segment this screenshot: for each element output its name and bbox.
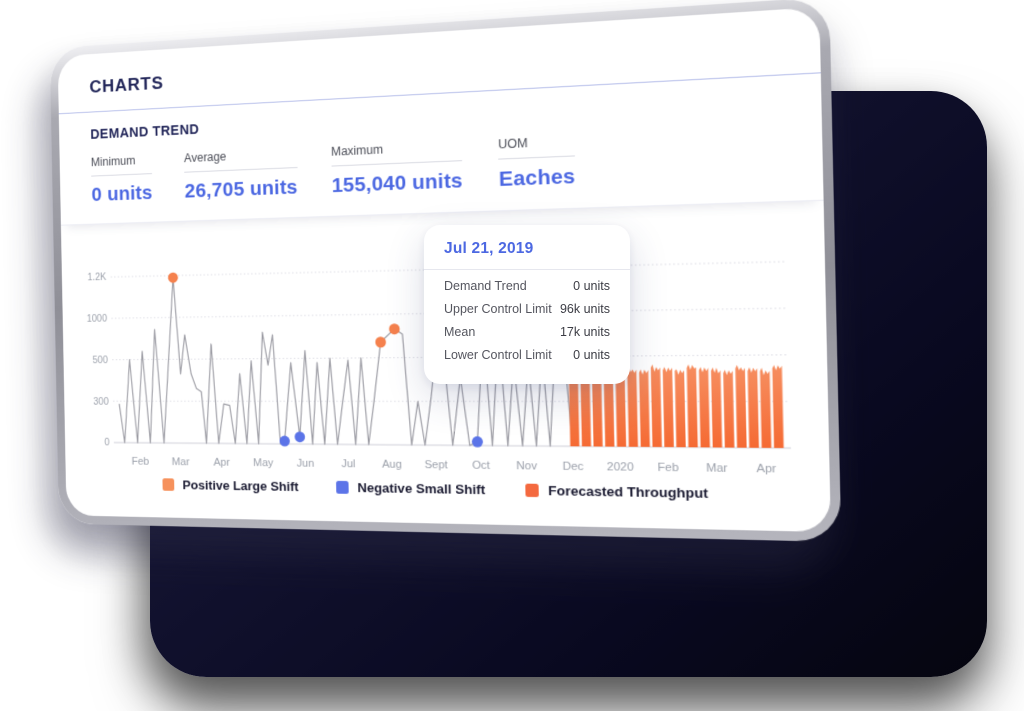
stat-value: 155,040 units xyxy=(331,169,463,198)
svg-text:1.2K: 1.2K xyxy=(87,273,106,284)
chart-tooltip: Jul 21, 2019 Demand Trend 0 units Upper … xyxy=(424,225,630,384)
forecasted-throughput-swatch-icon xyxy=(525,483,539,498)
svg-text:Aug: Aug xyxy=(382,458,402,471)
stat-value: 0 units xyxy=(91,181,153,206)
stat-average: Average 26,705 units xyxy=(183,146,298,203)
svg-text:2020: 2020 xyxy=(607,461,634,474)
svg-text:Dec: Dec xyxy=(562,460,584,473)
legend-label: Forecasted Throughput xyxy=(547,482,709,502)
tooltip-date: Jul 21, 2019 xyxy=(444,240,534,257)
stat-label: Average xyxy=(183,146,298,173)
stat-maximum: Maximum 155,040 units xyxy=(330,138,463,198)
legend-item-negative-small-shift[interactable]: Negative Small Shift xyxy=(336,480,485,497)
tooltip-value: 96k units xyxy=(559,302,610,316)
demand-trend-chart[interactable]: 1.2K 1000 500 300 0 Feb Mar Apr May Jun Jul Aug Sept… xyxy=(77,213,817,483)
svg-text:300: 300 xyxy=(93,397,109,408)
tooltip-row-lower-control-limit: Lower Control Limit 0 units xyxy=(444,348,610,362)
tooltip-label: Upper Control Limit xyxy=(444,302,552,316)
device-frame: CHARTS DEMAND TREND Minimum 0 units Aver… xyxy=(49,0,842,543)
stat-value: Eaches xyxy=(498,164,576,192)
stat-minimum: Minimum 0 units xyxy=(90,153,153,207)
svg-text:Apr: Apr xyxy=(756,462,776,476)
svg-text:Feb: Feb xyxy=(657,461,678,474)
svg-text:Feb: Feb xyxy=(131,456,149,468)
tooltip-label: Mean xyxy=(444,325,476,339)
tooltip-row-demand-trend: Demand Trend 0 units xyxy=(444,279,610,293)
svg-text:Apr: Apr xyxy=(213,456,230,468)
tooltip-row-upper-control-limit: Upper Control Limit 96k units xyxy=(444,302,610,316)
svg-text:Jul: Jul xyxy=(341,458,355,471)
svg-text:Mar: Mar xyxy=(172,456,190,468)
tooltip-value: 0 units xyxy=(573,279,610,293)
svg-text:Sept: Sept xyxy=(424,459,448,472)
positive-large-shift-swatch-icon xyxy=(162,478,175,491)
tooltip-row-mean: Mean 17k units xyxy=(444,325,610,339)
tooltip-divider xyxy=(424,269,630,270)
stat-label: Maximum xyxy=(330,138,463,167)
legend-label: Positive Large Shift xyxy=(182,477,299,494)
svg-text:1000: 1000 xyxy=(87,314,108,325)
svg-text:0: 0 xyxy=(104,438,110,449)
tooltip-value: 17k units xyxy=(559,325,610,339)
svg-text:Jun: Jun xyxy=(297,457,315,469)
stat-label: UOM xyxy=(497,133,575,160)
svg-text:May: May xyxy=(253,457,274,469)
tooltip-label: Lower Control Limit xyxy=(444,348,552,362)
legend-item-positive-large-shift[interactable]: Positive Large Shift xyxy=(162,477,299,494)
svg-text:Mar: Mar xyxy=(706,462,728,475)
svg-text:500: 500 xyxy=(92,355,108,366)
tooltip-label: Demand Trend xyxy=(444,279,527,293)
legend-item-forecasted-throughput[interactable]: Forecasted Throughput xyxy=(525,483,708,501)
stat-value: 26,705 units xyxy=(184,175,298,203)
stat-label: Minimum xyxy=(90,153,153,177)
stat-uom: UOM Eaches xyxy=(497,133,576,192)
charts-panel: CHARTS DEMAND TREND Minimum 0 units Aver… xyxy=(57,7,831,533)
svg-text:Nov: Nov xyxy=(516,460,538,473)
legend-label: Negative Small Shift xyxy=(357,480,486,498)
negative-small-shift-swatch-icon xyxy=(336,480,350,494)
tooltip-value: 0 units xyxy=(573,348,610,362)
svg-text:Oct: Oct xyxy=(472,459,490,472)
